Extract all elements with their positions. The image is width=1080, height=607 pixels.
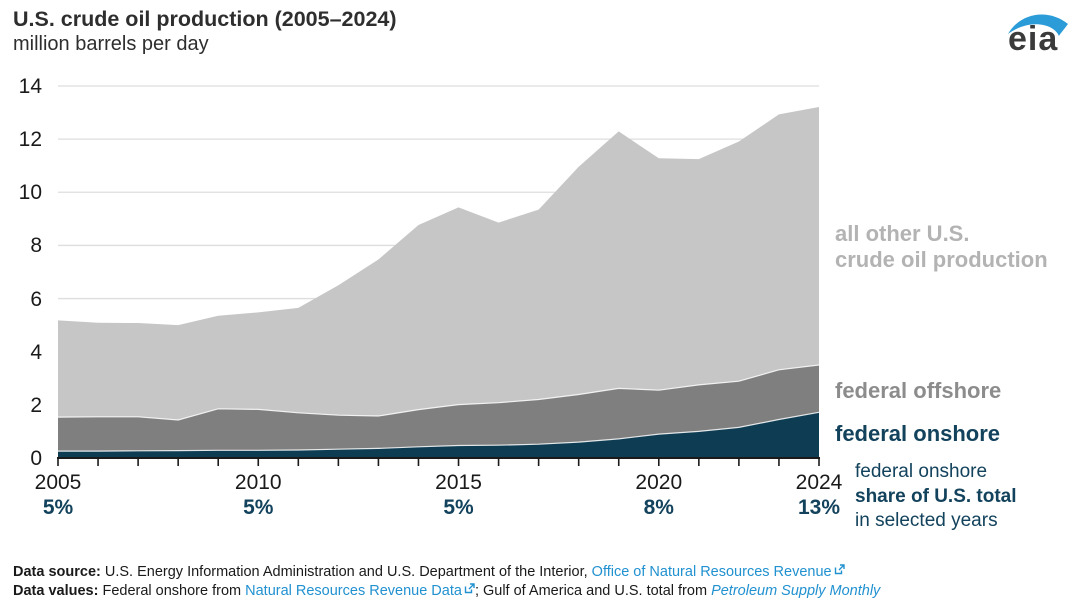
legend-federal-onshore-label: federal onshore [835,421,1001,446]
share-annotation: federal onshore share of U.S. total in s… [855,460,1017,534]
legend-all-other-line1: all other U.S. [835,221,970,246]
footer-data-source-line: Data source: U.S. Energy Information Adm… [13,563,880,582]
share-annotation-line2: share of U.S. total [855,485,1017,507]
chart-title: U.S. crude oil production (2005–2024) [13,7,397,31]
crude-oil-stacked-area-chart [57,85,820,466]
area-all-other [58,107,819,458]
footer: Data source: U.S. Energy Information Adm… [13,563,880,601]
eia-logo-swoosh-icon [1008,14,1068,36]
legend-all-other-line2: crude oil production [835,247,1048,272]
legend-all-other-label: all other U.S. crude oil production [835,221,1048,273]
onrr-link[interactable]: Office of Natural Resources Revenue [591,564,832,580]
share-annotation-line3: in selected years [855,510,998,531]
data-values-pre-text: Federal onshore from [102,583,246,599]
data-source-text: U.S. Energy Information Administration a… [104,564,592,580]
series-boundary-line [58,411,820,452]
data-values-mid-text: ; Gulf of America and U.S. total from [474,583,712,599]
chart-units-subtitle: million barrels per day [13,33,209,55]
data-source-label: Data source: [13,564,101,580]
legend-federal-offshore-label: federal offshore [835,378,1002,403]
eia-logo-text: eia [1008,20,1059,58]
nrrd-link[interactable]: Natural Resources Revenue Data [245,583,462,599]
series-boundary-line [57,364,820,421]
footer-data-values-line: Data values: Federal onshore from Natura… [13,582,880,601]
data-values-label: Data values: [13,583,99,599]
area-federal-offshore [58,365,819,458]
external-link-icon [464,583,475,594]
eia-logo: eia [1004,6,1072,62]
share-annotation-line1: federal onshore [855,461,988,482]
psm-link[interactable]: Petroleum Supply Monthly [711,583,881,599]
area-federal-onshore [58,412,819,458]
external-link-icon [834,564,845,575]
